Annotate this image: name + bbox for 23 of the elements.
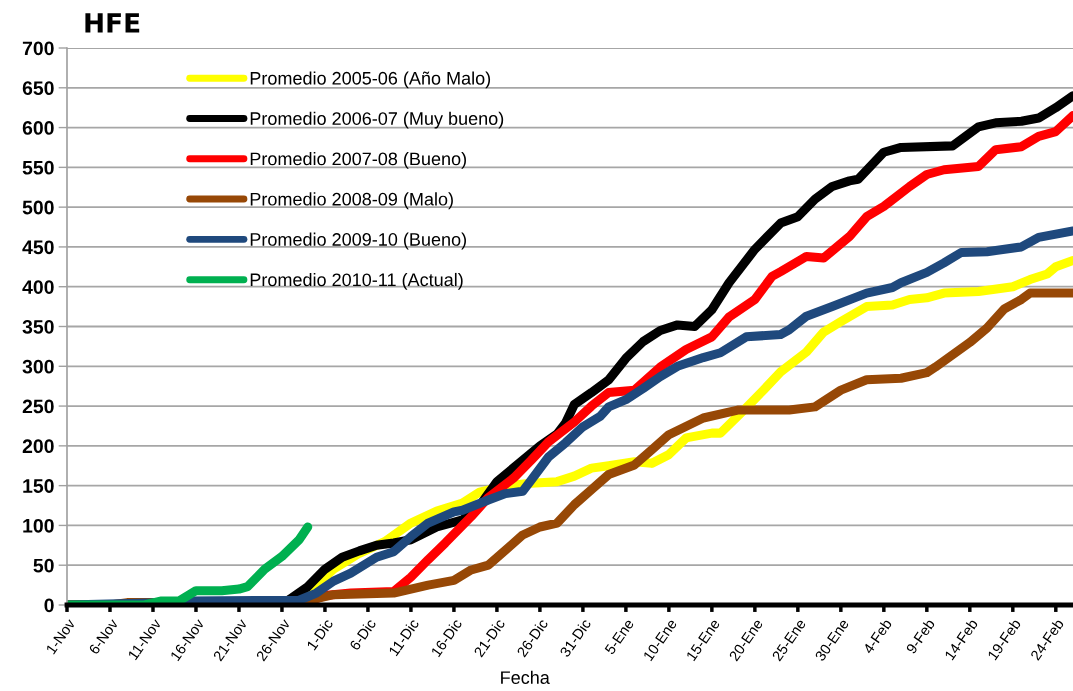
y-tick-label: 650 [22, 81, 54, 96]
y-tick-label: 200 [22, 439, 54, 454]
legend-label: Promedio 2007-08 (Bueno) [250, 152, 466, 169]
legend-label: Promedio 2010-11 (Actual) [250, 272, 463, 290]
y-tick-label: 450 [22, 240, 54, 255]
y-tick-label: 600 [22, 121, 54, 135]
y-tick-label: 250 [22, 399, 54, 414]
legend-label: Promedio 2006-07 (Muy bueno) [250, 111, 504, 129]
y-tick-label: 700 [22, 41, 54, 56]
legend-label: Promedio 2008-09 (Malo) [250, 192, 453, 210]
x-axis-title: Fecha [501, 670, 550, 684]
y-tick-label: 350 [22, 319, 54, 334]
y-tick-label: 500 [22, 200, 54, 215]
y-tick-label: 550 [22, 160, 54, 175]
y-tick-label: 400 [22, 280, 54, 294]
y-tick-label: 0 [44, 598, 54, 613]
y-tick-label: 50 [33, 558, 54, 573]
y-tick-label: 150 [23, 479, 54, 493]
y-tick-label: 300 [22, 359, 54, 374]
y-tick-label: 100 [23, 518, 54, 533]
legend-label: Promedio 2005-06 (Año Malo) [250, 71, 491, 89]
legend-label: Promedio 2009-10 (Bueno) [250, 232, 466, 250]
chart-title: HFE [85, 13, 140, 33]
